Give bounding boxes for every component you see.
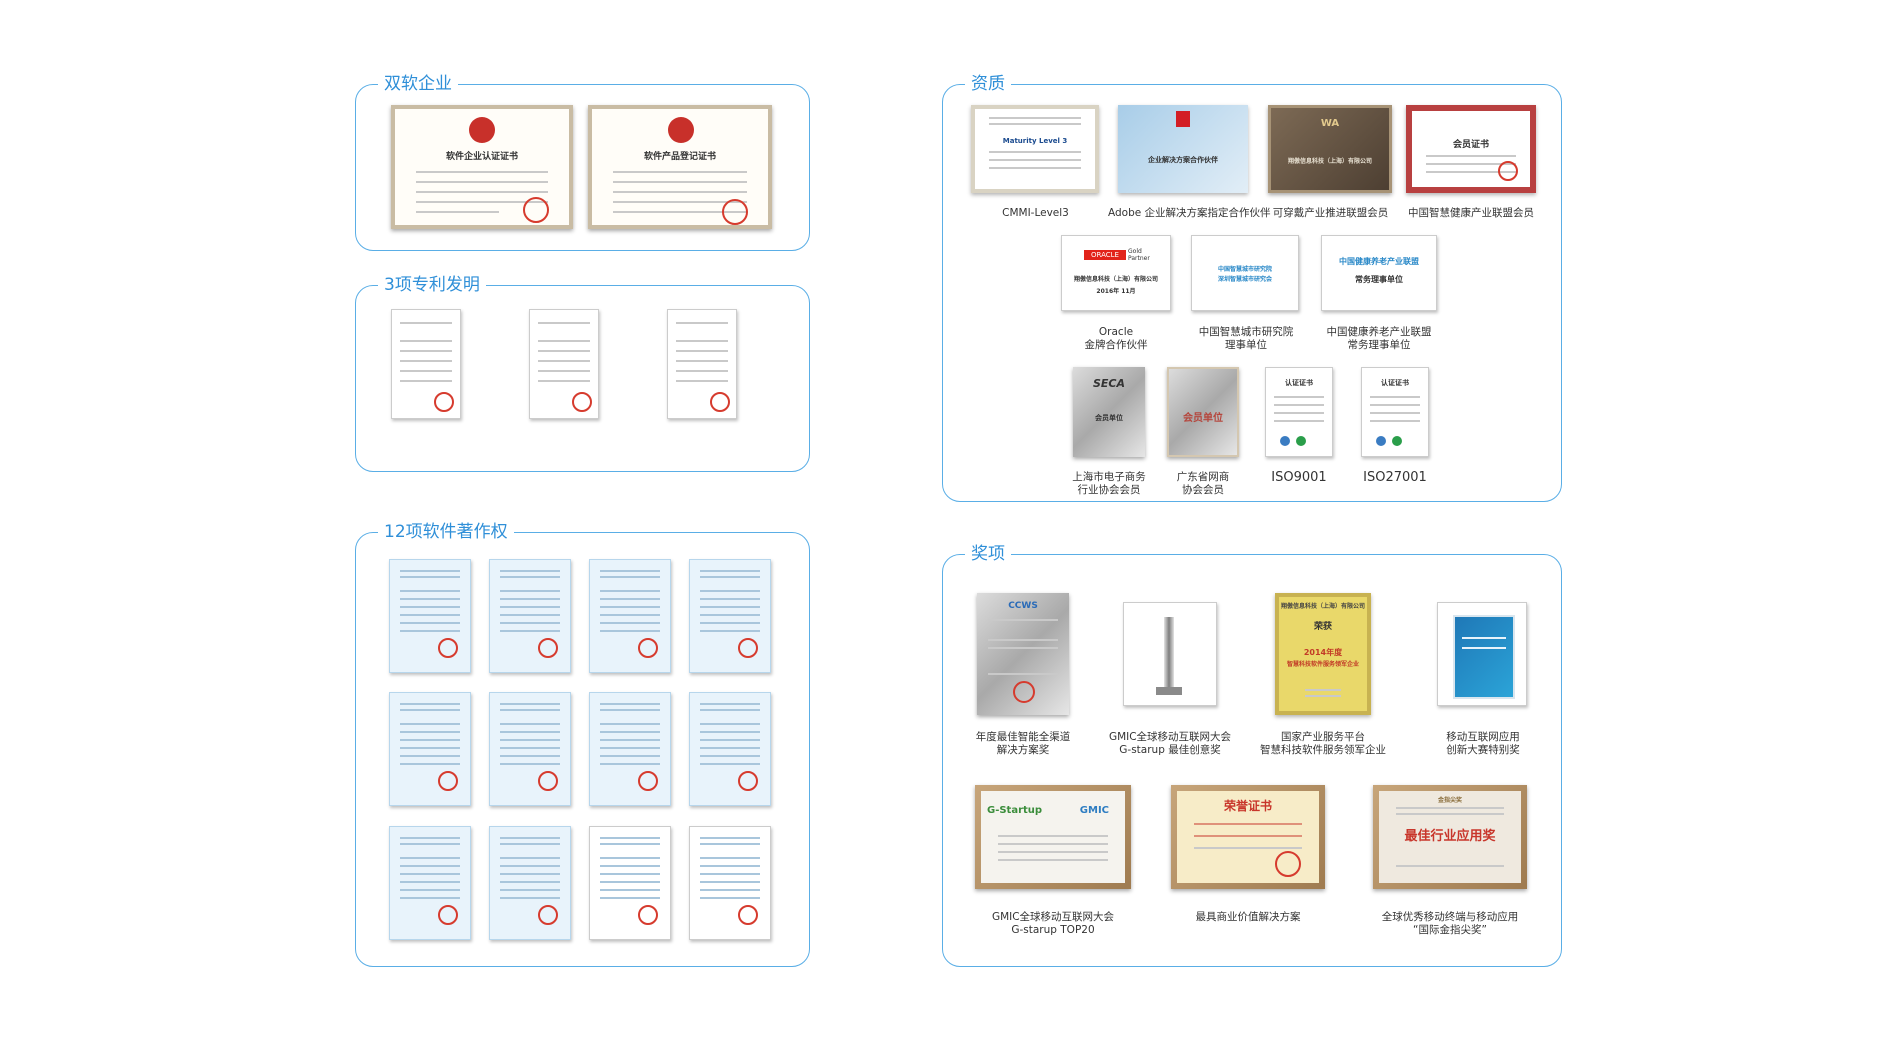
section-copyright: 12项软件著作权 bbox=[355, 521, 810, 967]
health-elderly-alliance-certificate: 中国健康养老产业联盟 常务理事单位 bbox=[1321, 235, 1437, 311]
section-title: 3项专利发明 bbox=[378, 274, 486, 296]
iso27001-certificate: 认证证书 bbox=[1361, 367, 1429, 457]
caption: 年度最佳智能全渠道 解决方案奖 bbox=[975, 731, 1071, 756]
red-stamp-icon bbox=[438, 905, 458, 925]
copyright-certificate bbox=[389, 826, 471, 940]
section-title: 奖项 bbox=[965, 543, 1011, 565]
red-stamp-icon bbox=[1275, 851, 1301, 877]
red-stamp-icon bbox=[738, 771, 758, 791]
certification-mark-icon bbox=[1392, 436, 1402, 446]
cmmi-certificate: Maturity Level 3 bbox=[971, 105, 1099, 193]
red-stamp-icon bbox=[434, 392, 454, 412]
red-stamp-icon bbox=[572, 392, 592, 412]
red-stamp-icon bbox=[538, 905, 558, 925]
caption: ISO27001 bbox=[1363, 470, 1427, 485]
gmic-top20-certificate: G-Startup GMIC bbox=[975, 785, 1131, 889]
section-title: 双软企业 bbox=[378, 73, 458, 95]
caption: Oracle 金牌合作伙伴 bbox=[1084, 326, 1148, 351]
red-stamp-icon bbox=[1498, 161, 1518, 181]
patent-document bbox=[667, 309, 737, 419]
certification-mark-icon bbox=[1280, 436, 1290, 446]
patent-document bbox=[391, 309, 461, 419]
section-title: 资质 bbox=[965, 73, 1011, 95]
certification-mark-icon bbox=[1296, 436, 1306, 446]
certificate-heading: 软件产品登记证书 bbox=[643, 152, 716, 162]
oracle-logo: ORACLE bbox=[1084, 250, 1126, 260]
red-stamp-icon bbox=[638, 771, 658, 791]
caption: 中国健康养老产业联盟 常务理事单位 bbox=[1326, 326, 1432, 351]
section-title: 12项软件著作权 bbox=[378, 521, 514, 543]
certificate-heading: 软件企业认证证书 bbox=[445, 152, 518, 162]
national-industry-award-plaque: 翔傲信息科技（上海）有限公司 荣获 2014年度 智慧科技软件服务领军企业 bbox=[1275, 593, 1371, 715]
smart-health-alliance-certificate: 会员证书 bbox=[1406, 105, 1536, 193]
honor-certificate: 荣誉证书 bbox=[1171, 785, 1325, 889]
caption: 中国智慧城市研究院 理事单位 bbox=[1198, 326, 1294, 351]
section-awards: 奖项 CCWS 翔傲信息科技（上海）有限公司 荣获 2014年度 智慧科技软件服… bbox=[942, 543, 1562, 967]
red-stamp-icon bbox=[1013, 681, 1035, 703]
copyright-certificate bbox=[689, 826, 771, 940]
caption: 国家产业服务平台 智慧科技软件服务领军企业 bbox=[1260, 731, 1386, 756]
iso9001-certificate: 认证证书 bbox=[1265, 367, 1333, 457]
guangdong-netmerchant-plaque: 会员单位 bbox=[1167, 367, 1239, 457]
caption: 最具商业价值解决方案 bbox=[1195, 911, 1301, 923]
caption: ISO9001 bbox=[1271, 470, 1327, 485]
red-stamp-icon bbox=[722, 199, 748, 225]
caption: 广东省网商 协会会员 bbox=[1176, 471, 1230, 496]
copyright-certificate bbox=[489, 826, 571, 940]
national-emblem-icon bbox=[668, 117, 694, 143]
red-stamp-icon bbox=[523, 197, 549, 223]
copyright-certificate bbox=[489, 692, 571, 806]
certification-mark-icon bbox=[1376, 436, 1386, 446]
red-stamp-icon bbox=[738, 638, 758, 658]
red-stamp-icon bbox=[638, 638, 658, 658]
caption: Adobe 企业解决方案指定合作伙伴 bbox=[1108, 207, 1271, 219]
caption: CMMI-Level3 bbox=[1002, 207, 1069, 219]
mobile-app-contest-award bbox=[1437, 602, 1527, 706]
copyright-certificate bbox=[489, 559, 571, 673]
copyright-certificate bbox=[689, 559, 771, 673]
golden-fingertip-award-certificate: 金指尖奖 最佳行业应用奖 bbox=[1373, 785, 1527, 889]
software-product-certificate: 软件产品登记证书 bbox=[588, 105, 772, 229]
oracle-certificate: ORACLE Gold Partner 翔傲信息科技（上海）有限公司 2016年… bbox=[1061, 235, 1171, 311]
copyright-certificate bbox=[589, 826, 671, 940]
section-shuangruan: 双软企业 软件企业认证证书 软件产品登记证书 bbox=[355, 73, 810, 251]
red-stamp-icon bbox=[538, 638, 558, 658]
national-emblem-icon bbox=[469, 117, 495, 143]
software-enterprise-certificate: 软件企业认证证书 bbox=[391, 105, 573, 229]
caption: GMIC全球移动互联网大会 G-starup 最佳创意奖 bbox=[1108, 731, 1232, 756]
section-patents: 3项专利发明 bbox=[355, 274, 810, 472]
caption: 中国智慧健康产业联盟会员 bbox=[1408, 207, 1534, 219]
caption: 移动互联网应用 创新大赛特别奖 bbox=[1446, 731, 1520, 756]
wearable-alliance-plaque: WA 翔傲信息科技（上海）有限公司 bbox=[1268, 105, 1392, 193]
caption: 可穿戴产业推进联盟会员 bbox=[1272, 207, 1389, 219]
adobe-logo-icon bbox=[1176, 111, 1190, 127]
copyright-certificate bbox=[389, 692, 471, 806]
red-stamp-icon bbox=[438, 638, 458, 658]
red-stamp-icon bbox=[438, 771, 458, 791]
copyright-certificate bbox=[389, 559, 471, 673]
caption: GMIC全球移动互联网大会 G-starup TOP20 bbox=[991, 911, 1115, 936]
gmic-trophy bbox=[1123, 602, 1217, 706]
red-stamp-icon bbox=[638, 905, 658, 925]
red-stamp-icon bbox=[538, 771, 558, 791]
section-qualifications: 资质 Maturity Level 3 企业解决方案合作伙伴 WA 翔傲信息科技… bbox=[942, 73, 1562, 502]
seca-member-plaque: SECA 会员单位 bbox=[1073, 367, 1145, 457]
red-stamp-icon bbox=[738, 905, 758, 925]
smart-city-institute-certificate: 中国智慧城市研究院 深圳智慧城市研究会 bbox=[1191, 235, 1299, 311]
crystal-trophy-icon bbox=[1164, 617, 1174, 689]
ccws-award-plaque: CCWS bbox=[977, 593, 1069, 715]
caption: 全球优秀移动终端与移动应用 “国际金指尖奖” bbox=[1381, 911, 1519, 936]
red-stamp-icon bbox=[710, 392, 730, 412]
copyright-certificate bbox=[589, 559, 671, 673]
caption: 上海市电子商务 行业协会会员 bbox=[1072, 471, 1146, 496]
copyright-certificate bbox=[589, 692, 671, 806]
patent-document bbox=[529, 309, 599, 419]
copyright-certificate bbox=[689, 692, 771, 806]
adobe-certificate: 企业解决方案合作伙伴 bbox=[1118, 105, 1248, 193]
